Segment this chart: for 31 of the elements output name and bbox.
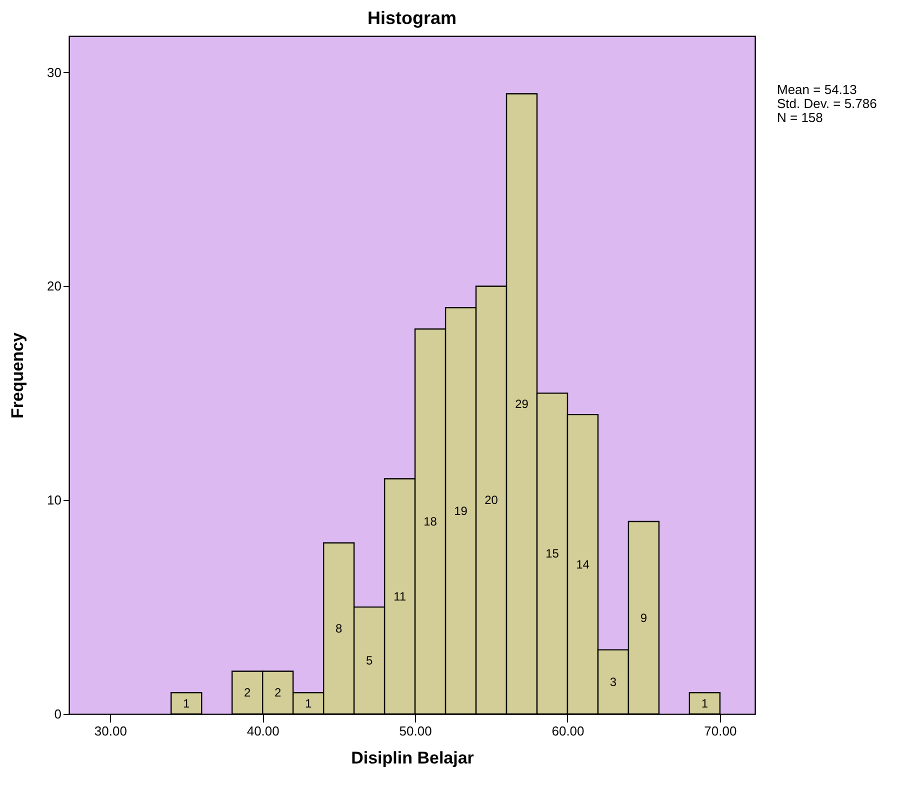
- x-tick-label: 70.00: [704, 724, 737, 738]
- data-label: 9: [640, 610, 648, 625]
- data-label: 1: [304, 696, 312, 710]
- data-label: 3: [610, 674, 617, 689]
- data-label: 11: [394, 589, 406, 604]
- y-tick-label: 20: [47, 278, 62, 294]
- data-label: 8: [335, 621, 342, 636]
- text: N = 158: [777, 110, 824, 125]
- text: Std. Dev. = 5.786: [777, 96, 877, 111]
- data-label: 20: [484, 493, 498, 508]
- data-label: 2: [274, 686, 282, 700]
- x-tick-label: 60.00: [552, 724, 584, 738]
- x-tick-label: 40.00: [246, 724, 280, 738]
- y-tick-label: 10: [47, 492, 62, 508]
- data-label: 2: [244, 686, 252, 700]
- data-label: 15: [546, 546, 560, 561]
- data-label: 5: [366, 654, 373, 668]
- data-label: 29: [515, 396, 529, 411]
- data-label: 19: [454, 504, 468, 518]
- x-tick-label: 30.00: [94, 724, 127, 738]
- data-label: 1: [701, 696, 708, 710]
- data-label: 14: [576, 557, 590, 572]
- data-label: 1: [183, 696, 190, 710]
- y-tick-label: 30: [47, 64, 62, 80]
- y-tick-label: 0: [54, 706, 62, 722]
- x-tick-label: 50.00: [399, 724, 432, 738]
- x-axis-title: Disiplin Belajar: [351, 748, 474, 768]
- data-label: 18: [424, 514, 438, 529]
- chart-title: Histogram: [367, 8, 457, 28]
- text: Mean = 54.13: [777, 82, 858, 97]
- y-axis-title: Frequency: [8, 332, 28, 418]
